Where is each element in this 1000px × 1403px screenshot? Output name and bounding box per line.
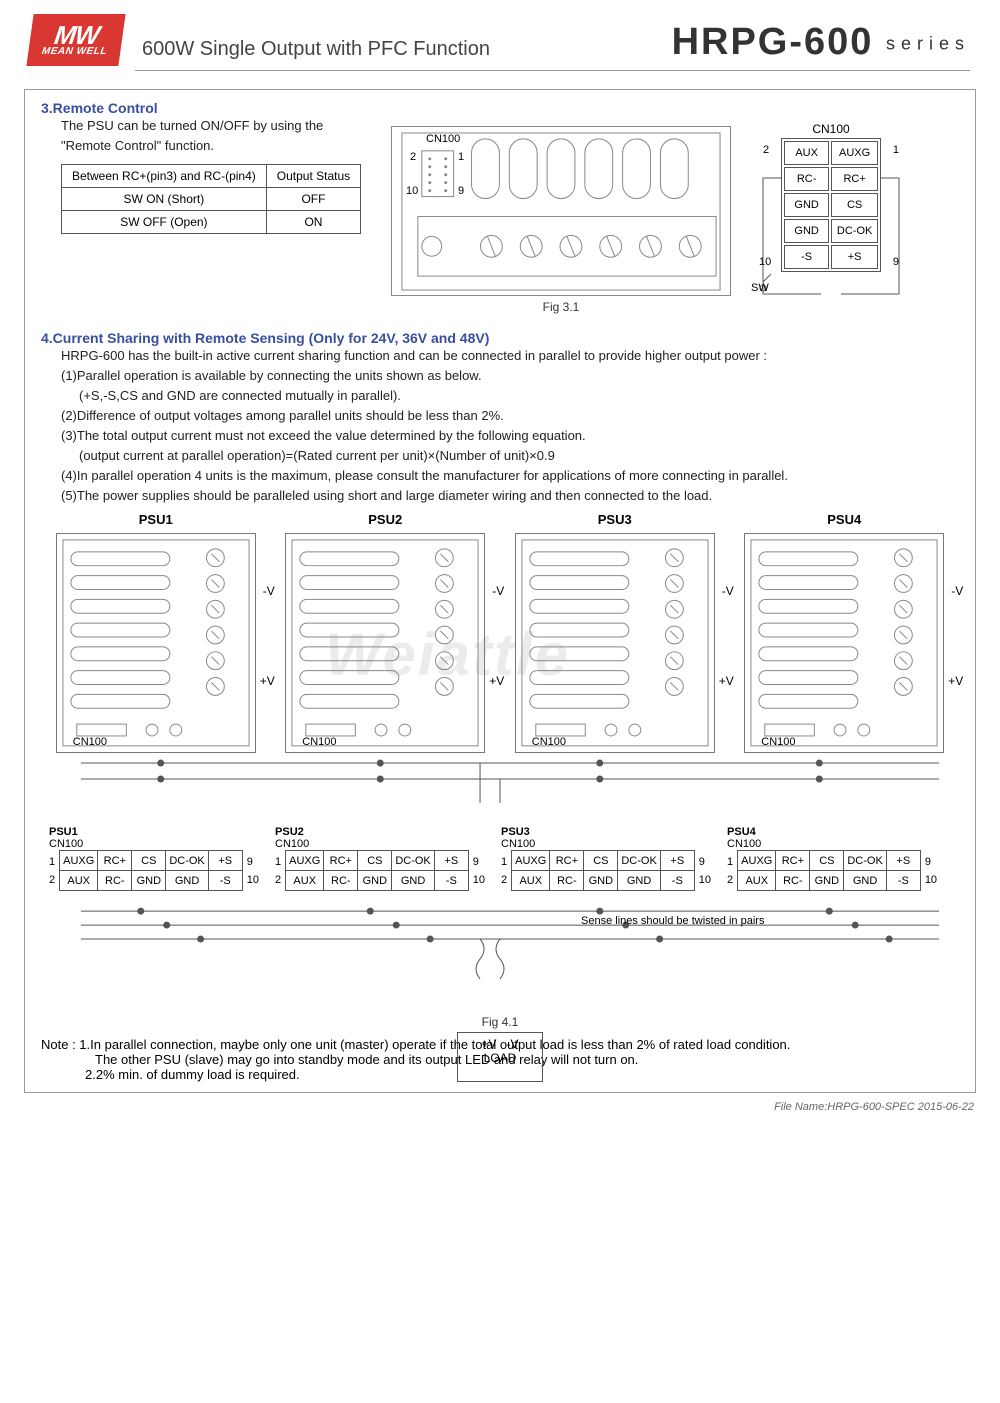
fig31-diagram: CN100 2 1 10 9 (391, 126, 731, 296)
cn100-title: CN100 (751, 122, 911, 136)
rc-th1: Between RC+(pin3) and RC-(pin4) (62, 165, 267, 188)
psu-pos: +V (719, 674, 734, 688)
rc-r1c1: SW ON (Short) (62, 188, 267, 211)
page-header: MW MEAN WELL 600W Single Output with PFC… (0, 0, 1000, 70)
diag-cn100-label: CN100 (426, 133, 460, 145)
parallel-bus-icon (41, 753, 959, 813)
cn-r1c1: RC+ (831, 167, 878, 191)
cn-r1c0: RC- (784, 167, 829, 191)
model-code: HRPG-600 (672, 21, 874, 63)
diag-pin2: 2 (410, 151, 416, 163)
psu-cn: CN100 (302, 736, 336, 748)
cn100-sw: SW (751, 282, 769, 294)
diag-pin10: 10 (406, 185, 418, 197)
series-label: series (886, 33, 970, 53)
psu-icon (57, 534, 255, 752)
psu-pos: +V (260, 674, 275, 688)
pintable-block: PSU2 CN100 12 AUXGRC+CSDC-OK+S AUXRC-GND… (275, 826, 485, 891)
psu-neg: -V (263, 584, 275, 598)
cn-r4c0: -S (784, 245, 829, 269)
cn-r0c0: AUX (784, 141, 829, 165)
rc-th2: Output Status (266, 165, 360, 188)
psu-box: -V +V CN100 (285, 533, 485, 753)
load-label: LOAD (484, 1051, 517, 1065)
psu-neg: -V (951, 584, 963, 598)
pintable-row: PSU1 CN100 12 AUXGRC+CSDC-OK+S AUXRC-GND… (41, 816, 959, 901)
psu-pos: +V (489, 674, 504, 688)
cn100-pinout: CN100 2 1 10 9 AUXAUXG RC-RC+ GNDCS GNDD… (751, 122, 911, 312)
page-headline: 600W Single Output with PFC Function (142, 20, 490, 61)
cn100-n10: 10 (759, 256, 771, 268)
s4-p1: (1)Parallel operation is available by co… (41, 366, 959, 386)
load-nv: -V (507, 1037, 519, 1051)
diag-pin9: 9 (458, 185, 464, 197)
psu-box: -V +V CN100 (56, 533, 256, 753)
fig41-caption: Fig 4.1 (41, 1015, 959, 1029)
header-rule (135, 70, 970, 71)
psu-box-row: -V +V CN100 -V +V CN100 -V +V CN10 (41, 533, 959, 753)
logo-mw: MW (53, 24, 100, 46)
fig31-caption: Fig 3.1 (391, 300, 731, 314)
psu3-label: PSU3 (598, 512, 632, 527)
psu-box: -V +V CN100 (744, 533, 944, 753)
psu-label-row: PSU1 PSU2 PSU3 PSU4 (41, 512, 959, 527)
load-wiring-icon (41, 901, 959, 1011)
s4-p0: HRPG-600 has the built-in active current… (41, 346, 959, 366)
rc-r1c2: OFF (266, 188, 360, 211)
psu-cn: CN100 (73, 736, 107, 748)
device-icon (392, 127, 730, 296)
cn-r4c1: +S (831, 245, 878, 269)
psu-pos: +V (948, 674, 963, 688)
psu-neg: -V (492, 584, 504, 598)
s3-desc2: "Remote Control" function. (41, 136, 371, 156)
psu-icon (745, 534, 943, 752)
cn-r2c0: GND (784, 193, 829, 217)
cn100-n1: 1 (893, 144, 899, 156)
psu1-label: PSU1 (139, 512, 173, 527)
s4-p3a: (output current at parallel operation)=(… (41, 446, 959, 466)
s4-p1a: (+S,-S,CS and GND are connected mutually… (41, 386, 959, 406)
model-title: HRPG-600 series (672, 17, 970, 64)
s4-p3: (3)The total output current must not exc… (41, 426, 959, 446)
psu4-label: PSU4 (827, 512, 861, 527)
cn-r3c1: DC-OK (831, 219, 878, 243)
psu-cn: CN100 (532, 736, 566, 748)
psu-icon (286, 534, 484, 752)
diag-pin1: 1 (458, 151, 464, 163)
section4-title: 4.Current Sharing with Remote Sensing (O… (41, 330, 959, 346)
remote-control-table: Between RC+(pin3) and RC-(pin4) Output S… (61, 164, 361, 234)
pintable-block: PSU1 CN100 12 AUXGRC+CSDC-OK+S AUXRC-GND… (49, 826, 259, 891)
cn100-n9: 9 (893, 256, 899, 268)
psu-neg: -V (722, 584, 734, 598)
s4-p2: (2)Difference of output voltages among p… (41, 406, 959, 426)
pintable-block: PSU4 CN100 12 AUXGRC+CSDC-OK+S AUXRC-GND… (727, 826, 937, 891)
rc-r2c2: ON (266, 211, 360, 234)
load-box: +V -V LOAD (457, 1032, 543, 1082)
cn-r3c0: GND (784, 219, 829, 243)
cn100-n2: 2 (763, 144, 769, 156)
brand-logo: MW MEAN WELL (26, 14, 125, 66)
page-footer: File Name:HRPG-600-SPEC 2015-06-22 (0, 1101, 974, 1113)
pintable-block: PSU3 CN100 12 AUXGRC+CSDC-OK+S AUXRC-GND… (501, 826, 711, 891)
load-wiring: Sense lines should be twisted in pairs +… (41, 901, 959, 1011)
section3-title: 3.Remote Control (41, 100, 959, 116)
psu-box: -V +V CN100 (515, 533, 715, 753)
cn-r0c1: AUXG (831, 141, 878, 165)
s4-p4: (4)In parallel operation 4 units is the … (41, 466, 959, 486)
content-frame: Weiattle 3.Remote Control The PSU can be… (24, 89, 976, 1093)
twist-note: Sense lines should be twisted in pairs (581, 915, 764, 927)
load-pv: +V (481, 1037, 496, 1051)
s3-desc1: The PSU can be turned ON/OFF by using th… (41, 116, 371, 136)
s4-p5: (5)The power supplies should be parallel… (41, 486, 959, 506)
psu-cn: CN100 (761, 736, 795, 748)
psu-icon (516, 534, 714, 752)
cn-r2c1: CS (831, 193, 878, 217)
psu2-label: PSU2 (368, 512, 402, 527)
rc-r2c1: SW OFF (Open) (62, 211, 267, 234)
logo-sub: MEAN WELL (41, 46, 108, 57)
